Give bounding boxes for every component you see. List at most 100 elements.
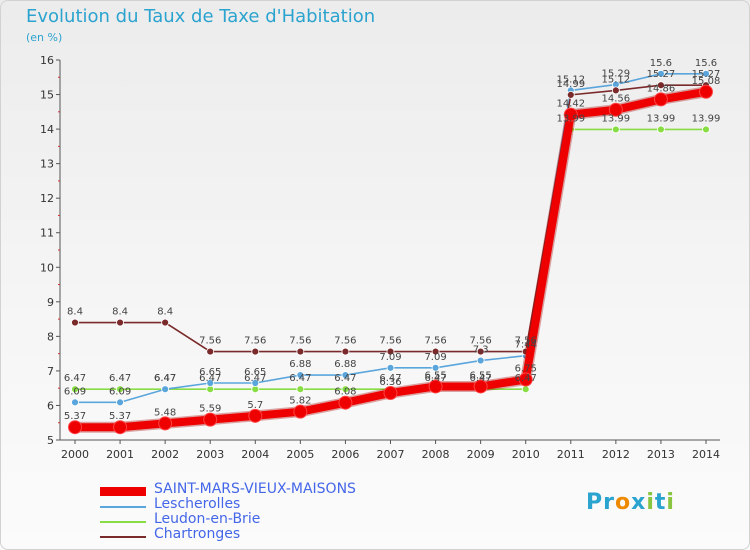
y-tick-label: 6 [47, 399, 54, 412]
data-label: 7.3 [473, 345, 489, 356]
data-label: 5.82 [289, 396, 311, 407]
data-label: 5.48 [154, 407, 176, 418]
data-point [203, 412, 218, 427]
data-label: 15.08 [692, 76, 721, 87]
x-tick-label: 2000 [61, 448, 89, 461]
data-label: 7.09 [379, 352, 401, 363]
data-point [386, 347, 395, 356]
x-tick-label: 2012 [602, 448, 630, 461]
data-label: 6.65 [244, 367, 266, 378]
data-point [341, 371, 350, 379]
y-tick-label: 7 [47, 365, 54, 378]
data-label: 6.47 [515, 373, 537, 384]
data-point [702, 125, 710, 134]
chart-unit-label: (en %) [26, 31, 63, 44]
data-label: 6.09 [109, 386, 131, 397]
data-point [251, 379, 260, 387]
data-point [206, 379, 215, 387]
x-tick-label: 2001 [106, 448, 134, 461]
x-tick-label: 2008 [422, 448, 450, 461]
data-label: 14.56 [602, 94, 631, 105]
data-point [296, 347, 305, 356]
data-point [476, 347, 485, 356]
x-tick-label: 2002 [151, 448, 179, 461]
y-tick-label: 14 [40, 123, 54, 136]
data-label: 7.56 [470, 336, 492, 347]
data-label: 6.47 [379, 373, 401, 384]
y-tick-label: 12 [40, 192, 54, 205]
data-label: 6.08 [334, 387, 356, 398]
data-label: 15.12 [556, 74, 585, 85]
data-point [563, 107, 578, 122]
data-label: 6.47 [64, 373, 86, 384]
data-label: 6.47 [199, 373, 221, 384]
x-tick-label: 2011 [557, 448, 585, 461]
data-label: 14.42 [556, 99, 585, 110]
data-label: 7.56 [515, 336, 537, 347]
y-tick-label: 8 [47, 330, 54, 343]
legend-swatch-leudon [100, 521, 146, 523]
data-label: 6.88 [334, 359, 356, 370]
data-label: 6.47 [424, 373, 446, 384]
data-point [428, 379, 443, 394]
data-label: 13.99 [602, 113, 631, 124]
data-point [113, 420, 128, 435]
data-label: 14.86 [647, 83, 676, 94]
data-point [251, 347, 260, 356]
data-point [116, 385, 124, 394]
legend-swatch-saint-mars [100, 487, 146, 496]
data-label: 6.55 [470, 370, 492, 381]
data-point [116, 318, 124, 327]
data-point [699, 84, 713, 99]
chart-title: Evolution du Taux de Taxe d'Habitation [26, 6, 376, 27]
data-point [338, 395, 353, 410]
data-label: 15.27 [647, 69, 676, 80]
data-point [206, 347, 215, 356]
x-tick-label: 2004 [241, 448, 269, 461]
data-label: 5.37 [109, 411, 131, 422]
data-point [518, 372, 533, 387]
data-point [611, 86, 620, 95]
data-label: 5.59 [199, 404, 221, 415]
data-point [71, 398, 79, 407]
x-tick-label: 2003 [196, 448, 224, 461]
data-label: 6.47 [154, 373, 176, 384]
x-tick-label: 2014 [692, 448, 720, 461]
proxiti-logo: Proxiti [586, 490, 675, 515]
data-label: 6.65 [199, 367, 221, 378]
y-tick-label: 10 [40, 261, 54, 274]
data-point [473, 379, 488, 394]
data-label: 6.75 [515, 364, 537, 375]
data-label: 6.55 [424, 370, 446, 381]
data-label: 7.56 [424, 336, 446, 347]
data-point [341, 385, 350, 394]
x-tick-label: 2009 [467, 448, 495, 461]
data-label: 14.99 [556, 79, 585, 90]
data-point [431, 347, 440, 356]
data-label: 13.99 [692, 113, 721, 124]
data-label: 7.56 [199, 336, 221, 347]
x-tick-label: 2013 [647, 448, 675, 461]
x-tick-label: 2007 [377, 448, 405, 461]
y-tick-label: 5 [47, 434, 54, 447]
data-label: 15.27 [692, 69, 721, 80]
x-tick-label: 2005 [286, 448, 314, 461]
data-label: 13.99 [647, 113, 676, 124]
data-label: 8.4 [157, 307, 173, 318]
y-tick-label: 9 [47, 296, 54, 309]
data-label: 7.56 [289, 336, 311, 347]
data-point [521, 385, 530, 394]
data-label: 7.09 [424, 352, 446, 363]
data-label: 5.37 [64, 411, 86, 422]
data-point [476, 356, 485, 365]
data-point [71, 385, 79, 394]
data-point [161, 318, 170, 327]
data-point [341, 347, 350, 356]
legend-label: Leudon-en-Brie [154, 511, 261, 527]
data-point [657, 125, 665, 134]
y-tick-label: 11 [40, 227, 54, 240]
data-label: 6.47 [244, 373, 266, 384]
data-label: 8.4 [67, 307, 83, 318]
data-point [248, 408, 263, 423]
data-point [611, 125, 620, 134]
